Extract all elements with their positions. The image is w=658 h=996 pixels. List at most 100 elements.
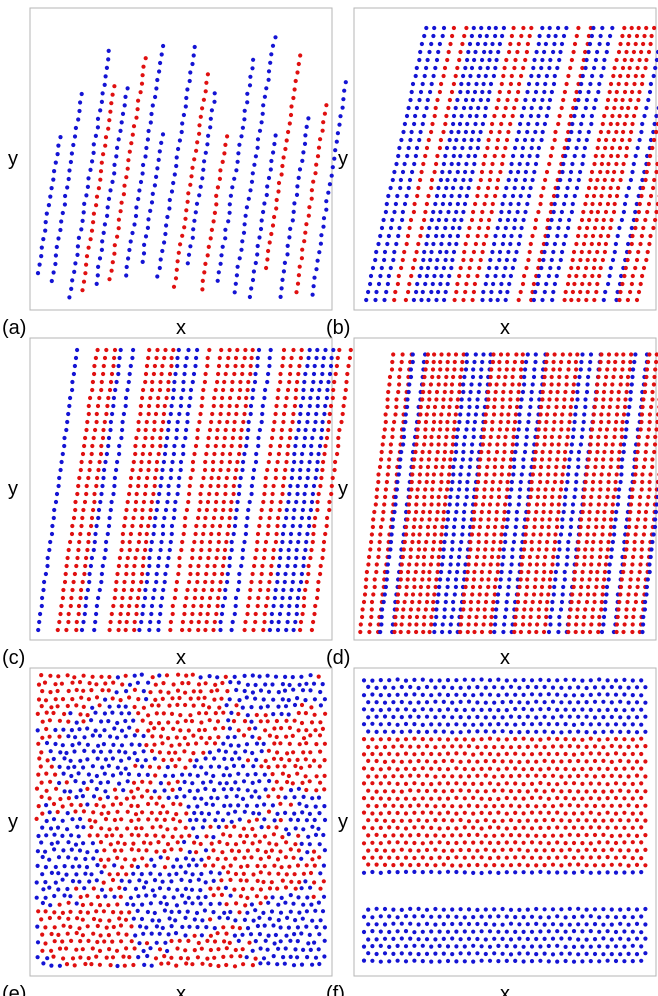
particle-dot	[647, 562, 652, 567]
particle-dot	[401, 129, 406, 135]
particle-dot	[634, 464, 639, 470]
particle-dot	[254, 803, 260, 808]
particle-dot	[124, 689, 129, 694]
particle-dot	[620, 169, 625, 175]
particle-dot	[286, 611, 291, 617]
particle-dot	[308, 507, 313, 513]
particle-dot	[418, 49, 423, 55]
particle-dot	[584, 472, 589, 477]
particle-dot	[76, 547, 81, 553]
particle-dot	[214, 202, 219, 207]
particle-dot	[526, 121, 531, 127]
particle-dot	[498, 577, 503, 582]
particle-dot	[143, 587, 148, 593]
particle-dot	[112, 475, 117, 481]
particle-dot	[643, 449, 648, 455]
particle-dot	[218, 619, 223, 625]
particle-dot	[253, 154, 258, 159]
particle-dot	[548, 265, 553, 271]
particle-dot	[231, 491, 236, 497]
particle-dot	[537, 539, 542, 545]
particle-dot	[382, 249, 388, 255]
particle-dot	[119, 435, 124, 441]
particle-dot	[542, 89, 547, 95]
particle-dot	[125, 166, 130, 171]
particle-dot	[48, 749, 53, 754]
particle-dot	[98, 499, 103, 505]
particle-dot	[272, 726, 277, 731]
particle-dot	[569, 517, 574, 522]
particle-dot	[132, 563, 137, 569]
particle-dot	[652, 177, 657, 183]
particle-dot	[563, 449, 568, 455]
particle-dot	[91, 142, 96, 147]
particle-dot	[505, 517, 510, 522]
particle-dot	[196, 682, 202, 687]
particle-dot	[170, 787, 175, 793]
particle-dot	[536, 41, 541, 47]
particle-dot	[177, 757, 182, 762]
particle-dot	[496, 434, 501, 440]
particle-dot	[304, 804, 309, 809]
particle-dot	[410, 592, 416, 597]
particle-dot	[152, 427, 157, 433]
particle-dot	[182, 779, 187, 785]
particle-dot	[445, 359, 450, 365]
particle-dot	[127, 711, 132, 716]
particle-dot	[224, 766, 229, 771]
particle-dot	[75, 555, 80, 561]
particle-dot	[649, 33, 654, 39]
particle-dot	[220, 571, 225, 577]
particle-dot	[599, 412, 604, 417]
particle-dot	[94, 695, 100, 700]
particle-dot	[655, 479, 658, 485]
particle-dot	[255, 603, 260, 609]
particle-dot	[566, 129, 571, 135]
particle-dot	[163, 571, 168, 577]
particle-dot	[638, 281, 643, 287]
particle-dot	[275, 571, 280, 577]
particle-dot	[400, 614, 405, 620]
particle-dot	[395, 599, 400, 605]
particle-dot	[486, 225, 491, 231]
particle-dot	[232, 611, 237, 617]
particle-dot	[599, 607, 604, 612]
particle-dot	[281, 269, 286, 274]
particle-dot	[469, 217, 475, 223]
particle-dot	[598, 479, 603, 485]
particle-dot	[290, 781, 295, 786]
particle-dot	[479, 509, 484, 515]
particle-dot	[559, 419, 564, 425]
particle-dot	[289, 355, 294, 361]
particle-dot	[628, 389, 633, 395]
particle-dot	[495, 502, 500, 507]
particle-dot	[124, 563, 129, 569]
particle-dot	[132, 222, 137, 227]
particle-dot	[78, 758, 83, 763]
particle-dot	[629, 129, 634, 135]
particle-dot	[495, 137, 500, 143]
particle-dot	[552, 201, 557, 207]
particle-dot	[223, 587, 228, 593]
particle-dot	[66, 411, 71, 417]
particle-dot	[250, 66, 255, 71]
particle-dot	[404, 532, 409, 537]
particle-dot	[295, 70, 300, 75]
particle-dot	[603, 599, 608, 605]
particle-dot	[582, 273, 587, 279]
particle-dot	[240, 796, 246, 802]
particle-dot	[429, 502, 434, 507]
particle-dot	[149, 810, 154, 815]
particle-dot	[647, 419, 652, 425]
particle-dot	[575, 389, 580, 395]
particle-dot	[559, 599, 565, 605]
particle-dot	[630, 89, 635, 95]
particle-dot	[523, 367, 528, 372]
particle-dot	[429, 442, 434, 447]
particle-dot	[320, 128, 325, 133]
particle-dot	[287, 741, 292, 747]
particle-dot	[440, 464, 445, 470]
particle-dot	[215, 427, 220, 433]
particle-dot	[519, 562, 524, 567]
particle-dot	[450, 225, 455, 231]
